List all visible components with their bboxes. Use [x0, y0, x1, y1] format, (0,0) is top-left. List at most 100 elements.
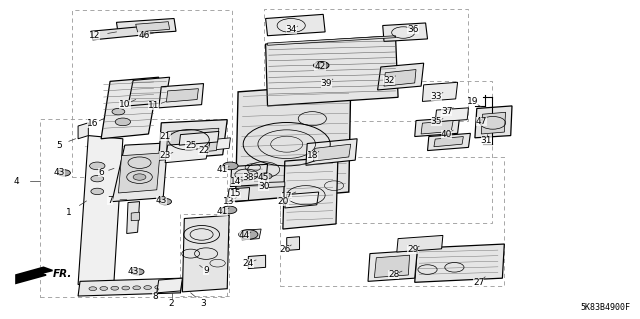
Text: 25: 25 — [185, 141, 196, 150]
Polygon shape — [116, 19, 176, 35]
Polygon shape — [78, 136, 123, 285]
Polygon shape — [475, 106, 512, 138]
Circle shape — [239, 230, 258, 239]
Polygon shape — [131, 212, 140, 221]
Text: 41: 41 — [217, 207, 228, 216]
Text: 22: 22 — [198, 146, 209, 155]
Text: 36: 36 — [407, 25, 419, 34]
Text: 7: 7 — [108, 196, 113, 205]
Circle shape — [100, 286, 108, 290]
Text: 39: 39 — [321, 79, 332, 88]
Circle shape — [155, 286, 163, 289]
Circle shape — [90, 162, 105, 170]
Polygon shape — [127, 202, 140, 234]
Text: 44: 44 — [239, 231, 250, 240]
Text: 19: 19 — [467, 97, 478, 106]
Circle shape — [115, 118, 131, 126]
Text: 9: 9 — [204, 266, 209, 275]
Polygon shape — [136, 22, 170, 32]
Polygon shape — [166, 89, 198, 102]
Text: 4: 4 — [13, 177, 19, 186]
Text: 8: 8 — [152, 292, 157, 300]
Text: 43: 43 — [127, 267, 139, 276]
Text: 14: 14 — [230, 177, 241, 186]
Circle shape — [122, 286, 129, 290]
Polygon shape — [374, 255, 410, 278]
Polygon shape — [415, 117, 460, 137]
Circle shape — [159, 198, 172, 205]
Circle shape — [91, 175, 104, 182]
Text: 20: 20 — [277, 197, 289, 206]
Text: 37: 37 — [441, 107, 452, 115]
Circle shape — [223, 162, 238, 170]
Text: 40: 40 — [441, 130, 452, 139]
Text: 42: 42 — [314, 62, 326, 71]
Polygon shape — [159, 84, 204, 108]
Polygon shape — [368, 250, 417, 281]
Text: 18: 18 — [307, 151, 318, 160]
Polygon shape — [165, 142, 210, 163]
Polygon shape — [415, 244, 504, 282]
Polygon shape — [16, 267, 52, 283]
Polygon shape — [227, 188, 250, 202]
Polygon shape — [422, 82, 458, 101]
Text: 31: 31 — [481, 137, 492, 145]
Polygon shape — [101, 77, 159, 139]
Text: 16: 16 — [87, 119, 99, 128]
Text: 12: 12 — [89, 31, 100, 40]
Circle shape — [166, 285, 173, 289]
Polygon shape — [78, 123, 88, 139]
Text: 2: 2 — [169, 299, 174, 308]
Circle shape — [112, 108, 125, 115]
Text: 1: 1 — [67, 208, 72, 217]
Text: 28: 28 — [388, 271, 399, 279]
Polygon shape — [314, 144, 351, 161]
Text: 27: 27 — [473, 278, 484, 287]
Circle shape — [131, 269, 144, 275]
Polygon shape — [118, 153, 160, 193]
Polygon shape — [306, 139, 357, 165]
Polygon shape — [383, 23, 428, 41]
Polygon shape — [266, 36, 398, 106]
Text: 5: 5 — [56, 141, 61, 150]
Text: 21: 21 — [159, 132, 171, 141]
Text: 45: 45 — [258, 173, 269, 182]
Polygon shape — [266, 182, 285, 188]
Polygon shape — [182, 215, 229, 292]
Polygon shape — [421, 121, 453, 134]
Text: 47: 47 — [476, 117, 487, 126]
Polygon shape — [112, 143, 168, 202]
Text: 15: 15 — [230, 189, 241, 198]
Polygon shape — [287, 237, 300, 250]
Polygon shape — [230, 164, 268, 187]
Polygon shape — [78, 278, 182, 296]
Polygon shape — [384, 70, 416, 86]
Text: 30: 30 — [258, 182, 269, 191]
Polygon shape — [236, 84, 351, 202]
Polygon shape — [159, 120, 227, 160]
Polygon shape — [434, 137, 463, 147]
Polygon shape — [128, 77, 170, 106]
Polygon shape — [378, 63, 424, 90]
Polygon shape — [179, 131, 219, 145]
Polygon shape — [397, 235, 443, 252]
Circle shape — [91, 188, 104, 195]
Text: 23: 23 — [159, 151, 171, 160]
Text: 41: 41 — [217, 165, 228, 174]
Circle shape — [144, 286, 152, 289]
Polygon shape — [91, 26, 148, 40]
Circle shape — [58, 170, 70, 176]
Polygon shape — [248, 255, 266, 269]
Text: 34: 34 — [285, 25, 297, 34]
Text: 35: 35 — [431, 117, 442, 126]
Text: 24: 24 — [243, 259, 254, 268]
Polygon shape — [242, 229, 261, 240]
Circle shape — [89, 287, 97, 291]
Polygon shape — [481, 112, 506, 134]
Polygon shape — [268, 36, 396, 45]
Circle shape — [259, 173, 272, 179]
Text: FR.: FR. — [52, 269, 72, 279]
Text: 11: 11 — [148, 101, 159, 110]
Text: 6: 6 — [99, 168, 104, 177]
Text: 3: 3 — [201, 299, 206, 308]
